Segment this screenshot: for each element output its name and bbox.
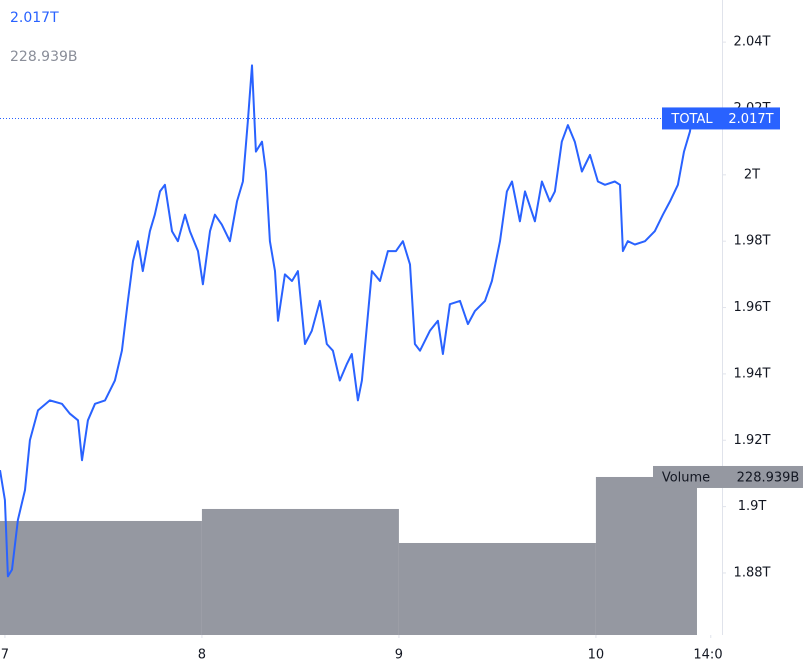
x-tick-label: 7 <box>1 648 9 663</box>
price-layer <box>0 64 722 578</box>
header-price: 2.017T <box>10 10 59 26</box>
price-tag-name-bg <box>662 107 722 130</box>
axis-layer: 1.88T1.9T1.92T1.94T1.96T1.98T2T2.02T2.04… <box>1 35 771 663</box>
volume-tag-name: Volume <box>662 470 710 485</box>
price-tag-value-bg <box>722 107 780 130</box>
y-tick-label: 1.9T <box>738 499 767 514</box>
volume-bar <box>398 542 596 635</box>
y-tick-label: 1.98T <box>734 234 771 249</box>
y-tick-label: 1.94T <box>734 366 771 381</box>
x-tick-label: 9 <box>395 648 403 663</box>
volume-bar <box>0 520 202 635</box>
tag-layer: TOTAL 2.017T Volume 228.939B <box>653 107 803 488</box>
price-tag-name: TOTAL <box>670 112 713 127</box>
y-tick-label: 2.04T <box>734 35 771 50</box>
y-tick-label: 1.96T <box>734 300 771 315</box>
y-tick-label: 2T <box>744 167 760 182</box>
y-tick-label: 1.88T <box>734 565 771 580</box>
x-tick-label: 14:0 <box>693 648 722 663</box>
volume-layer <box>0 476 697 635</box>
x-tick-label: 10 <box>588 648 605 663</box>
volume-bar <box>595 476 697 635</box>
header-volume: 228.939B <box>10 49 78 65</box>
x-tick-label: 8 <box>198 648 206 663</box>
price-line <box>0 64 698 578</box>
volume-tag-bg <box>653 465 803 488</box>
y-tick-label: 1.92T <box>734 433 771 448</box>
price-tag-value: 2.017T <box>728 112 773 127</box>
volume-tag-value: 228.939B <box>737 470 800 485</box>
volume-bar <box>201 508 399 635</box>
